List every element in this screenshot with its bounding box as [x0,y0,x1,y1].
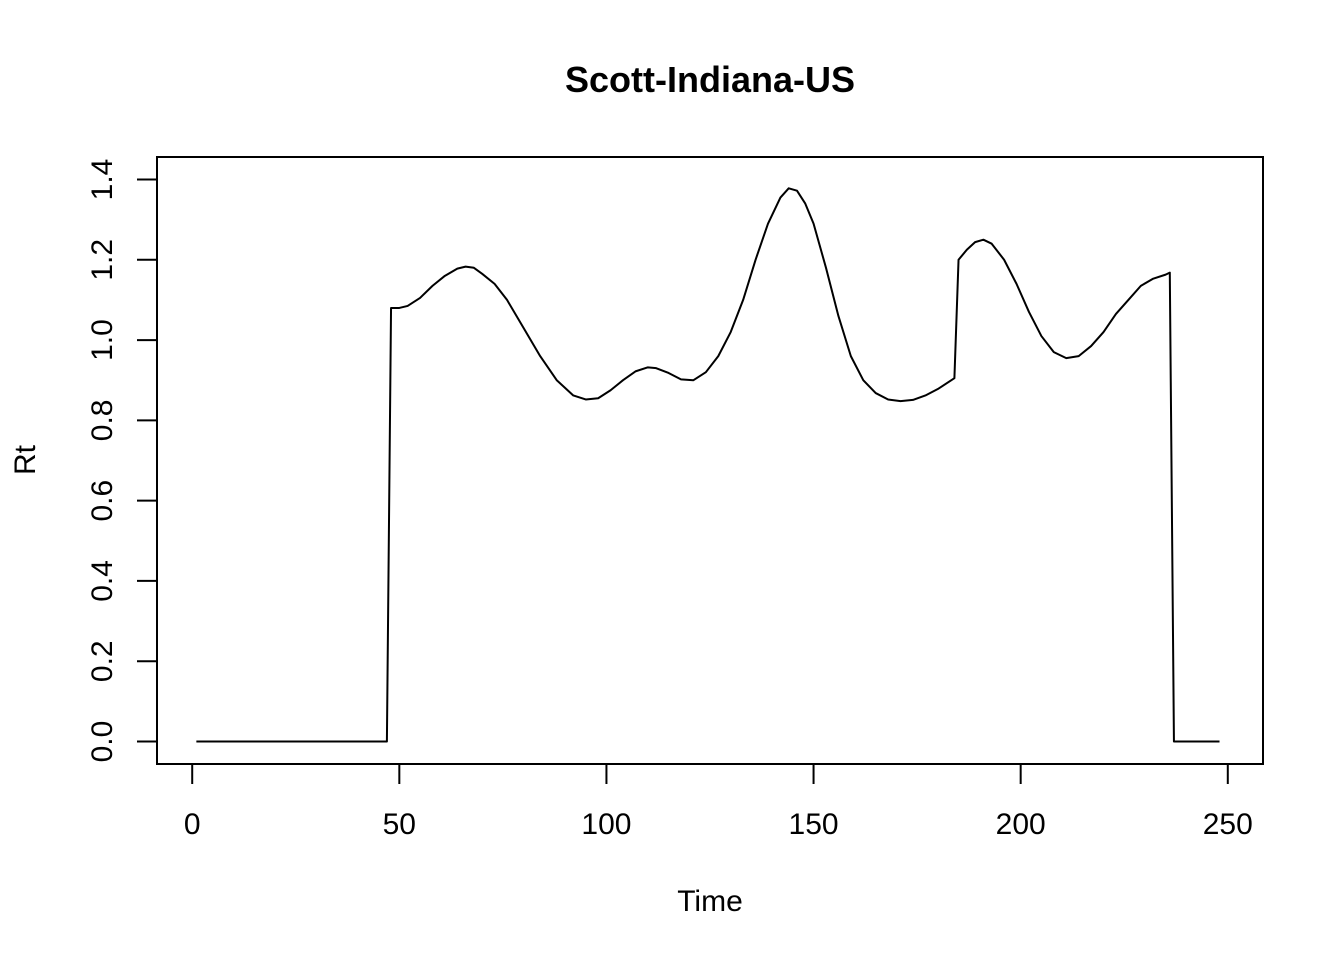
plot-frame [156,156,1264,765]
y-axis-label: Rt [9,444,42,475]
x-tick-label: 150 [789,808,839,841]
x-tick-label: 100 [581,808,631,841]
x-axis-label: Time [677,885,743,918]
y-tick-label: 0.6 [86,480,119,522]
x-tick-label: 0 [184,808,201,841]
x-axis: 0 50 100 150 200 250 [184,763,1253,841]
chart-title: Scott-Indiana-US [565,59,855,100]
x-tick-label: 50 [383,808,416,841]
y-axis: 0.0 0.2 0.4 0.6 0.8 1.0 1.2 1.4 [86,159,158,763]
series-line [196,187,1220,743]
y-tick-label: 0.2 [86,640,119,682]
y-tick-label: 0.0 [86,721,119,763]
x-tick-label: 200 [996,808,1046,841]
y-tick-label: 0.8 [86,399,119,441]
y-tick-label: 1.4 [86,159,119,201]
y-tick-label: 0.4 [86,560,119,602]
x-tick-label: 250 [1203,808,1253,841]
y-tick-label: 1.2 [86,239,119,281]
y-tick-label: 1.0 [86,319,119,361]
